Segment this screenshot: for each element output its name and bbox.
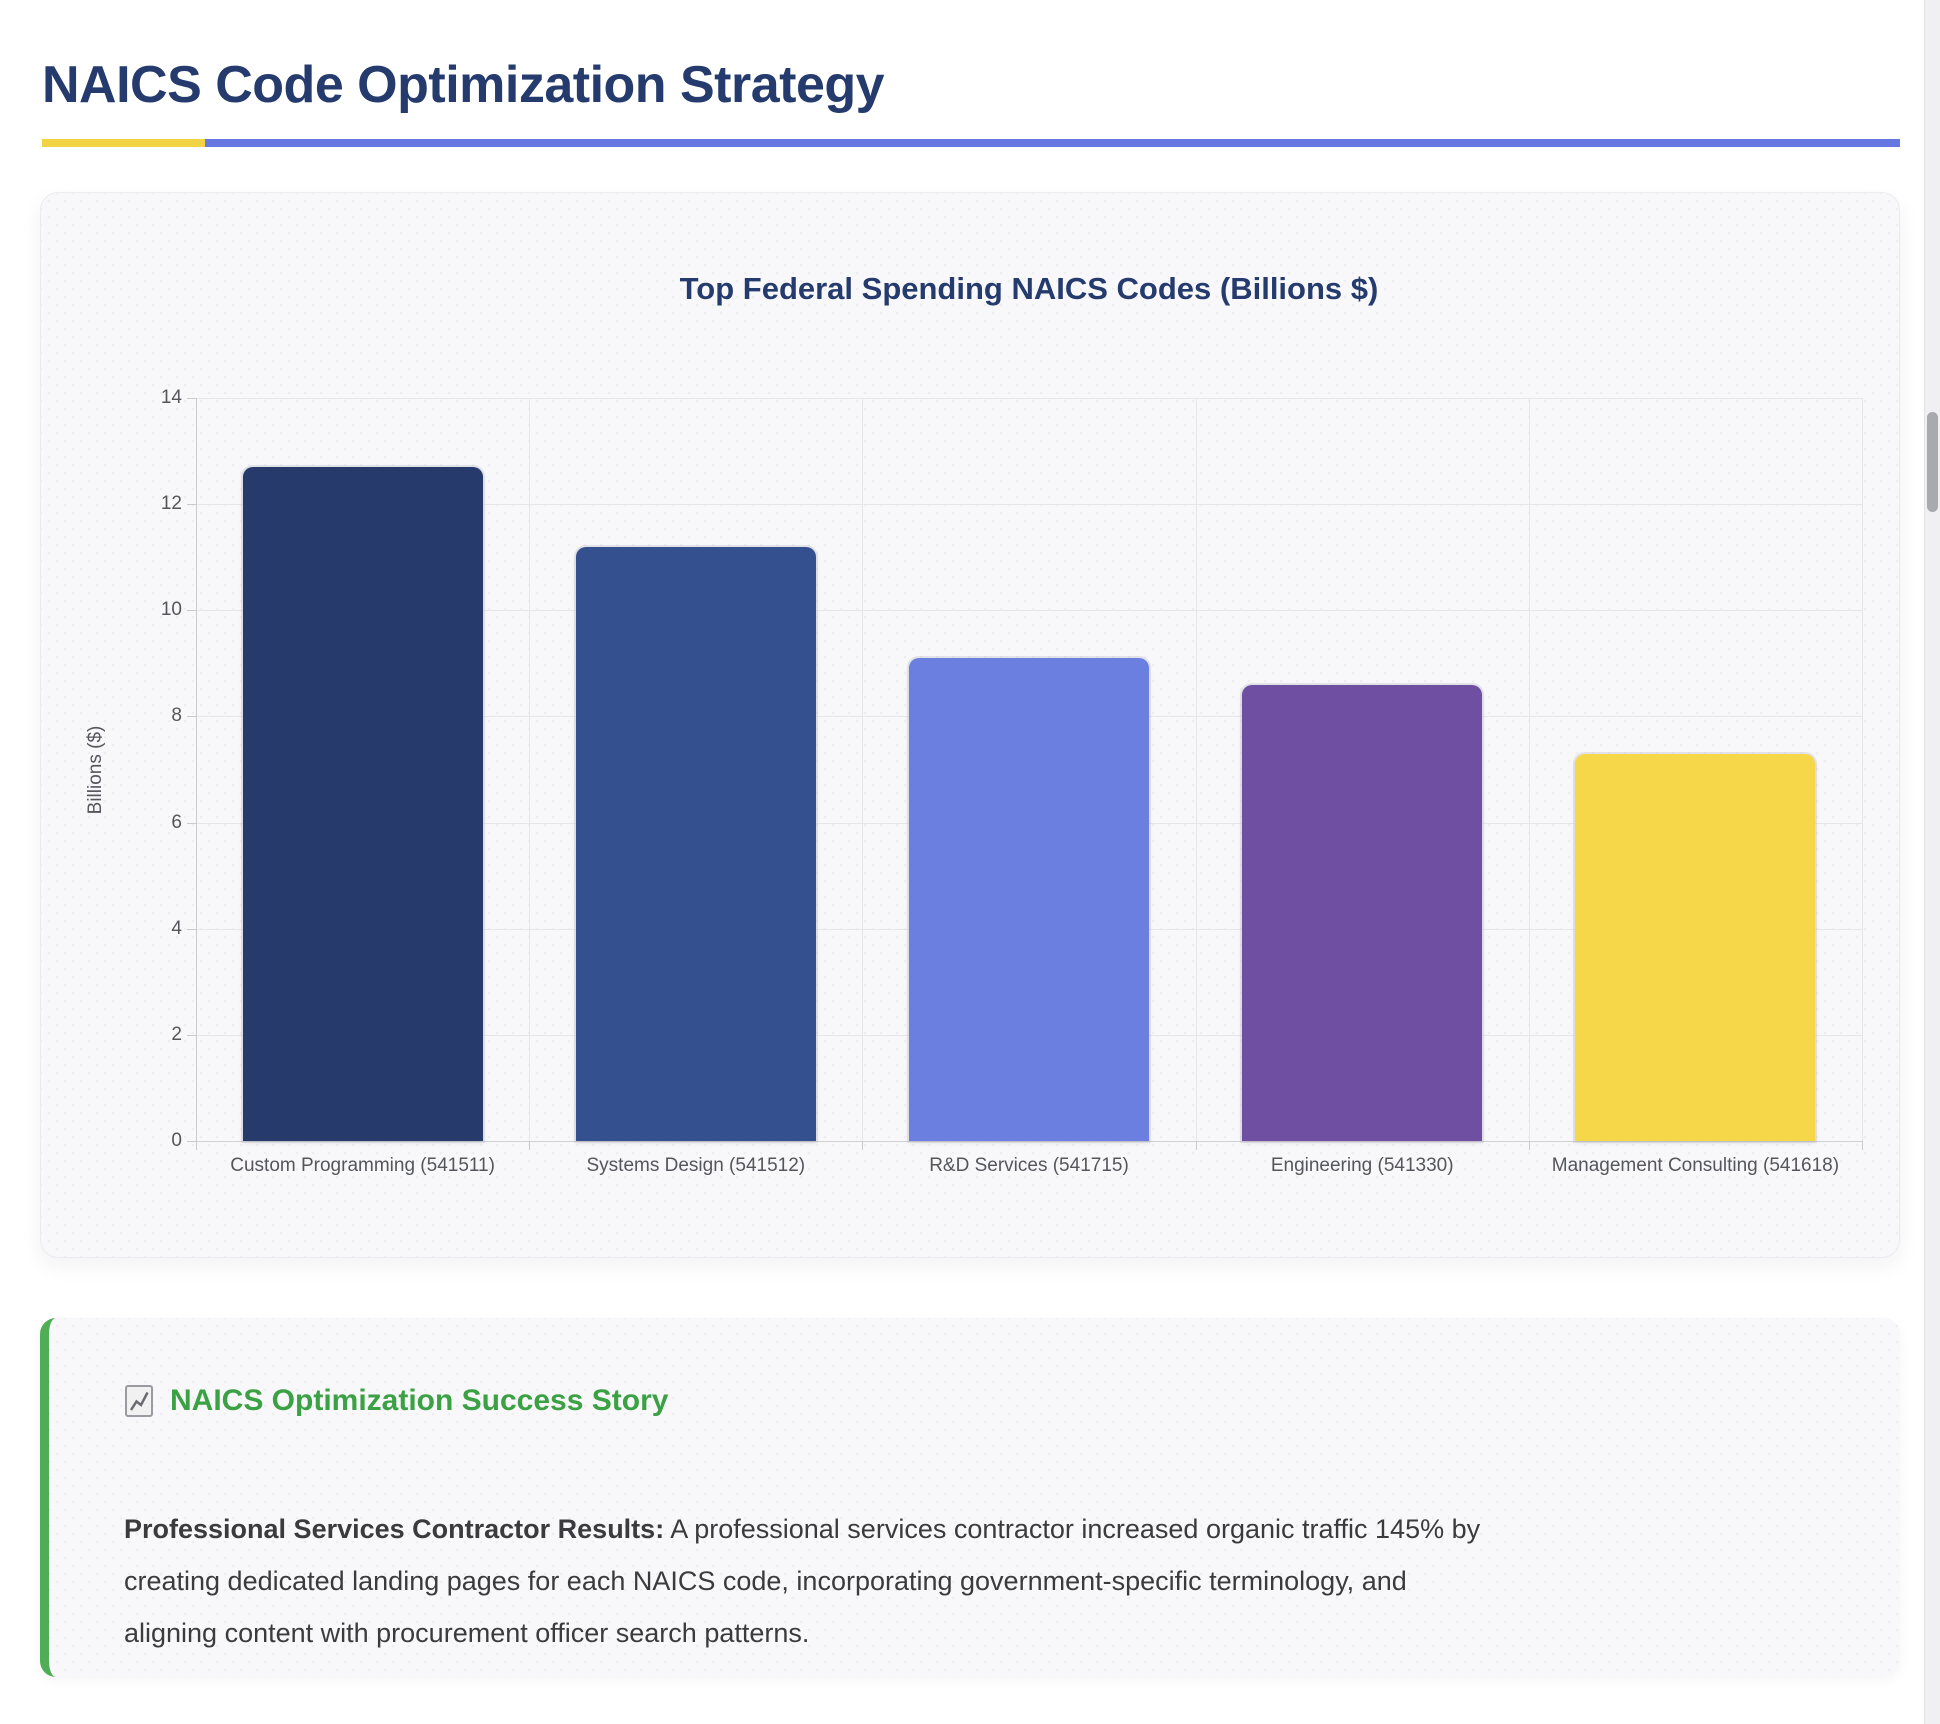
x-tick-mark-1 [529, 1141, 531, 1150]
bar-cell-3 [1196, 398, 1529, 1141]
gridline-x-4 [1528, 398, 1530, 1141]
callout-heading-text: NAICS Optimization Success Story [170, 1384, 669, 1417]
y-tick-label-2: 2 [171, 1023, 182, 1045]
y-tick-mark-10 [187, 610, 196, 612]
bar-management-consulting-541618-[interactable] [1575, 753, 1816, 1141]
y-tick-label-8: 8 [171, 705, 182, 727]
callout-heading: NAICS Optimization Success Story [124, 1382, 668, 1420]
bars-group [196, 398, 1862, 1141]
bar-cell-1 [529, 398, 862, 1141]
x-tick-label-0: Custom Programming (541511) [230, 1155, 495, 1176]
y-tick-mark-2 [187, 1034, 196, 1036]
x-tick-label-3: Engineering (541330) [1270, 1155, 1454, 1176]
bar-custom-programming-541511-[interactable] [242, 467, 483, 1141]
y-tick-mark-0 [187, 1141, 196, 1142]
success-story-callout: NAICS Optimization Success Story Profess… [40, 1318, 1900, 1677]
callout-body-text: A professional services contractor incre… [124, 1514, 1481, 1648]
y-tick-label-14: 14 [160, 387, 182, 408]
x-tick-mark-4 [1528, 1141, 1530, 1150]
x-tick-label-4: Management Consulting (541618) [1551, 1155, 1840, 1176]
x-tick-mark-2 [862, 1141, 864, 1150]
bar-cell-2 [862, 398, 1195, 1141]
y-tick-mark-6 [187, 822, 196, 824]
y-tick-mark-8 [187, 716, 196, 718]
y-tick-label-4: 4 [171, 917, 182, 939]
page-title: NAICS Code Optimization Strategy [42, 55, 885, 114]
y-tick-label-0: 0 [171, 1130, 182, 1151]
gridline-x-5 [1862, 398, 1863, 1141]
gridline-x-3 [1195, 398, 1197, 1141]
vertical-scrollbar-track[interactable] [1924, 0, 1940, 1724]
x-tick-label-1: Systems Design (541512) [586, 1155, 806, 1176]
x-tick-mark-5 [1862, 1141, 1863, 1150]
divider-yellow-segment [42, 139, 205, 147]
bar-cell-4 [1529, 398, 1862, 1141]
y-tick-label-12: 12 [160, 493, 182, 515]
plot-area: Billions ($) 0 2 4 6 8 10 12 14 [85, 387, 1863, 1151]
gridline-y-10 [196, 610, 1862, 612]
bar-engineering-541330-[interactable] [1242, 684, 1483, 1141]
bar-cell-0 [196, 398, 529, 1141]
y-tick-mark-14 [187, 398, 196, 399]
bar-r-d-services-541715-[interactable] [909, 658, 1149, 1141]
gridline-y-12 [196, 504, 1862, 506]
title-divider [42, 139, 1900, 147]
y-axis-title: Billions ($) [85, 725, 106, 814]
gridline-y-14 [196, 398, 1862, 399]
chart-title: Top Federal Spending NAICS Codes (Billio… [679, 271, 1379, 306]
divider-blue-segment [205, 139, 1900, 147]
chart-increasing-icon [124, 1382, 154, 1420]
callout-body: Professional Services Contractor Results… [124, 1503, 1494, 1659]
x-tick-mark-3 [1195, 1141, 1197, 1150]
x-axis-labels: Custom Programming (541511) Systems Desig… [196, 1155, 1862, 1177]
gridline-x-1 [529, 398, 531, 1141]
x-tick-mark-0 [196, 1141, 197, 1150]
chart-card: Top Federal Spending NAICS Codes (Billio… [40, 192, 1900, 1258]
y-tick-label-6: 6 [171, 811, 182, 833]
y-tick-mark-4 [187, 928, 196, 930]
vertical-scrollbar-thumb[interactable] [1927, 412, 1938, 512]
y-tick-mark-12 [187, 504, 196, 506]
x-tick-label-2: R&D Services (541715) [929, 1155, 1129, 1176]
callout-lead: Professional Services Contractor Results… [124, 1514, 665, 1544]
bar-systems-design-541512-[interactable] [575, 546, 816, 1141]
y-tick-label-10: 10 [160, 599, 182, 621]
gridline-y-0 [196, 1141, 1862, 1142]
gridline-x-2 [862, 398, 864, 1141]
y-axis-line [196, 398, 197, 1141]
